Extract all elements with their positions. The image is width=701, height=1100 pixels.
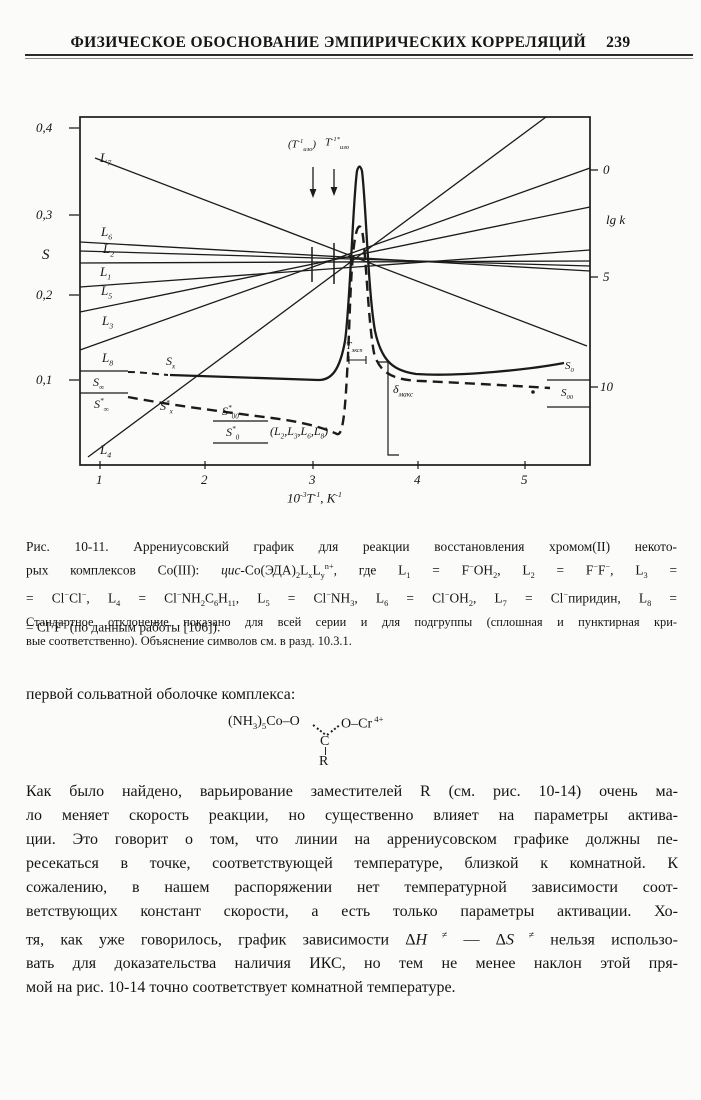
label-l-group: (L2,L3,L6,L8): [270, 424, 329, 441]
dashed-subgroup-curve: [127, 225, 551, 436]
x-tick-1: 1: [96, 472, 103, 487]
figure-caption: Рис. 10-11. Аррениусовский график для ре…: [26, 537, 677, 637]
label-t-iso-star: T-1*изо: [325, 136, 350, 151]
label-s-x: Sx: [166, 354, 176, 371]
line-L1: [79, 260, 591, 264]
label-L4: L4: [100, 442, 112, 460]
label-L1: L1: [100, 264, 112, 282]
bond-vertical: [325, 747, 327, 755]
line-L6: [79, 241, 591, 272]
right-tick-10: 10: [600, 379, 613, 394]
left-axis-title: S: [42, 247, 50, 263]
line-L5: [79, 249, 591, 288]
arrowhead: [309, 189, 317, 198]
label-s-0: S0: [565, 360, 574, 375]
left-tick-0_3: 0,3: [36, 207, 53, 222]
label-L6: L6: [101, 224, 113, 242]
label-s-00: S00: [561, 387, 574, 402]
plot-frame: [79, 116, 591, 466]
right-tick-0: 0: [603, 162, 610, 177]
left-tick-0_4: 0,4: [36, 120, 53, 135]
arrhenius-plot: [69, 116, 598, 469]
line-L8: [79, 167, 591, 351]
data-dot: [531, 390, 535, 394]
solid-curve-dashed-leadin: [127, 371, 169, 376]
label-s-inf: S∞: [93, 375, 105, 392]
para-line: ресекаться в точке, соответствующей темп…: [26, 855, 678, 872]
header-rule-shadow: [25, 58, 693, 59]
s00-star-underlines: [213, 420, 268, 444]
label-s-00-star: S*00: [222, 404, 239, 421]
line-L7: [94, 157, 588, 347]
x-tick-3: 3: [309, 472, 316, 487]
x-axis-title: 10-3T-1, К-1: [287, 490, 342, 506]
x-tick-2: 2: [201, 472, 208, 487]
delta-max-bracket: [378, 361, 399, 456]
page-number: 239: [606, 34, 631, 51]
para-line: сожалению, в нашем распоряжении нет темп…: [26, 879, 678, 896]
caption-line: рых комплексов Co(III): цис-Co(ЭДА)2LxLy…: [26, 561, 678, 580]
para-line: мой на рис. 10-14 точно соответствует ко…: [26, 979, 456, 997]
x-tick-4: 4: [414, 472, 421, 487]
x-tick-5: 5: [521, 472, 528, 487]
para-line: ло меняет скорость реакции, но существен…: [26, 807, 678, 824]
t-iso-arrows: [312, 167, 335, 190]
header-title: ФИЗИЧЕСКОЕ ОБОСНОВАНИЕ ЭМПИРИЧЕСКИХ КОРР…: [70, 34, 587, 51]
solid-series-curve: [169, 165, 565, 382]
body-intro: первой сольватной оболочке комплекса:: [26, 686, 296, 703]
label-t-exp: Тэксп: [346, 341, 363, 354]
footnote-line: вые соответственно). Объяснение символов…: [26, 634, 352, 648]
arrowhead: [330, 187, 338, 196]
para-line: вать для доказательства наличия ИКС, но …: [26, 955, 678, 973]
footnote-line: Стандартное отклонение показано для всей…: [26, 615, 677, 629]
caption-line: = Cl−F− (по данным работы [106]).: [26, 619, 221, 635]
formula-substituent: R: [319, 754, 329, 769]
label-L3: L3: [102, 313, 114, 331]
running-header: ФИЗИЧЕСКОЕ ОБОСНОВАНИЕ ЭМПИРИЧЕСКИХ КОРР…: [0, 34, 701, 52]
s0-levels: [547, 379, 590, 408]
formula-left: (NH3)5Co–O: [228, 714, 300, 731]
para-line: ции. Это говорит о том, что линии на арр…: [26, 831, 678, 848]
left-tick-0_1: 0,1: [36, 372, 53, 387]
label-s-x-star: S*x: [160, 399, 173, 416]
label-L8: L8: [102, 350, 114, 368]
header-rule: [25, 54, 693, 56]
label-t-iso-paren: (T-1изо): [288, 138, 317, 153]
label-s-0-star: S*0: [226, 425, 240, 442]
para-line: ветствующих констант скорости, а есть то…: [26, 903, 678, 920]
t-exp-marker: [348, 356, 367, 364]
s-inf-levels: [80, 370, 128, 394]
caption-line: Рис. 10-11. Аррениусовский график для ре…: [26, 539, 677, 554]
para-line: тя, как уже говорилось, график зависимос…: [26, 930, 678, 949]
chemical-formula: (NH3)5Co–O O–Cr 4+ C R: [228, 710, 413, 769]
body-paragraph: Как было найдено, варьирование заместите…: [26, 780, 678, 1000]
right-axis-title: lg k: [606, 212, 626, 227]
label-L2: L2: [103, 241, 115, 259]
isokinetic-ticks: [311, 243, 335, 284]
figure-footnote: Стандартное отклонение показано для всей…: [26, 613, 677, 651]
formula-carbon: C: [320, 734, 330, 749]
figure-10-11: 0,4 0,3 0,2 0,1 S 0 5 10 lg k 1 2 3 4 5 …: [0, 95, 701, 527]
axis-ticks: [69, 127, 598, 469]
formula-right: O–Cr 4+: [341, 714, 384, 732]
label-delta-max: δмакс: [393, 382, 414, 399]
left-tick-0_2: 0,2: [36, 287, 53, 302]
para-line: Как было найдено, варьирование заместите…: [26, 783, 678, 800]
caption-line: = Cl−Cl−, L4 = Cl−NH2C6H11, L5 = Cl−NH3,…: [26, 590, 677, 609]
arrhenius-lines: [79, 116, 591, 458]
line-L4: [87, 116, 547, 458]
level-lines: [80, 370, 590, 444]
label-s-inf-star: S*∞: [94, 397, 109, 414]
label-L5: L5: [101, 283, 113, 301]
right-tick-5: 5: [603, 269, 610, 284]
label-L7: L7: [100, 150, 112, 168]
